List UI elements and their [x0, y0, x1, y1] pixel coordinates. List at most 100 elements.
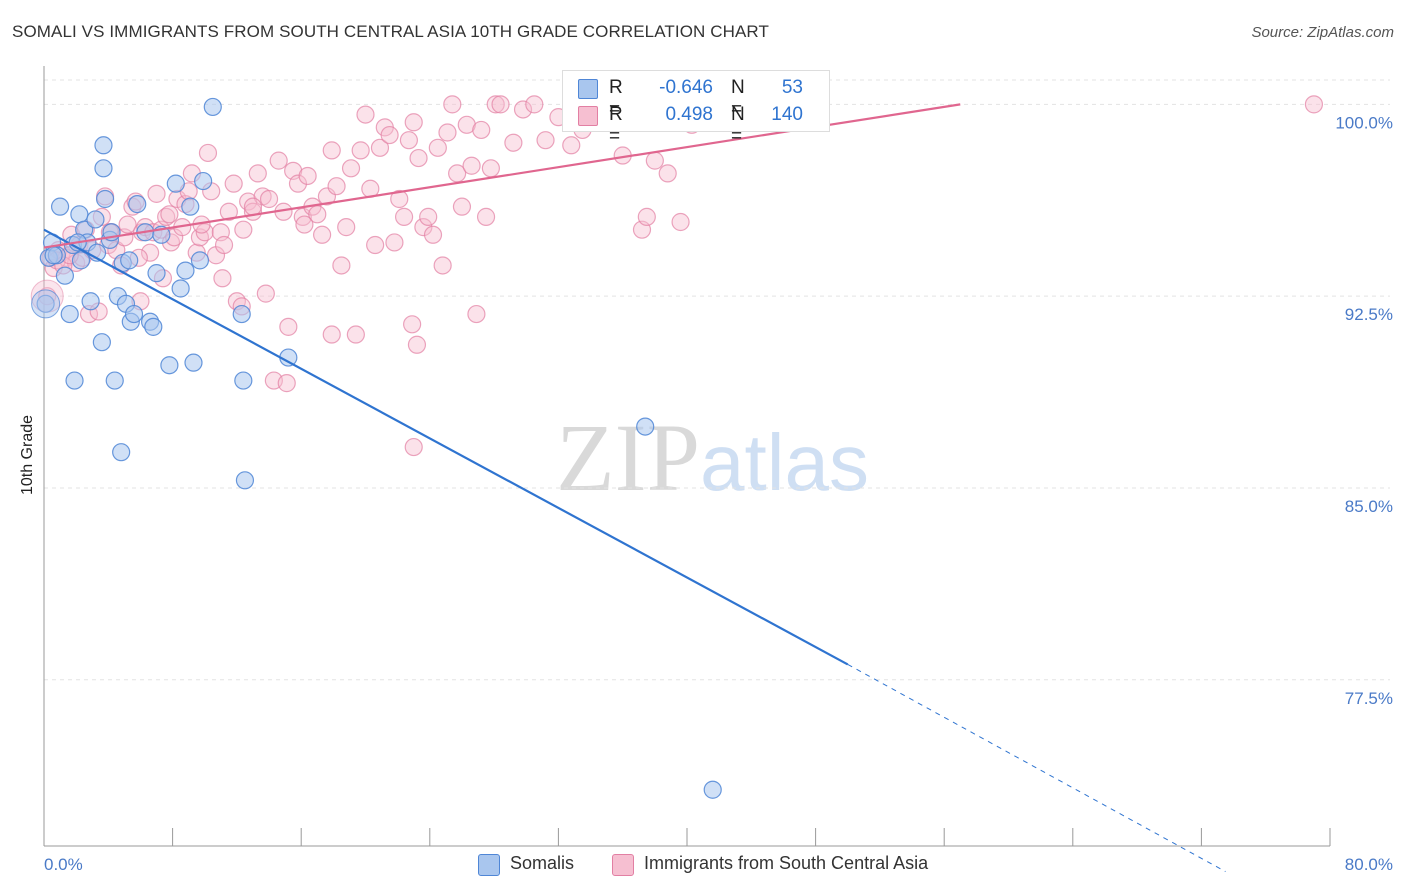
somali-point	[232, 304, 251, 324]
somali-point	[60, 304, 79, 324]
sca-point	[399, 131, 419, 150]
sca-point	[366, 235, 385, 255]
somali-r-value: -0.646	[659, 77, 713, 98]
somali-point	[105, 371, 124, 390]
legend-somali-swatch	[478, 854, 500, 876]
sca-point	[322, 325, 341, 344]
sca-n-value: 140	[771, 104, 803, 125]
sca-point	[443, 95, 462, 114]
somali-point	[95, 189, 115, 209]
sca-point	[341, 159, 361, 178]
sca-point	[140, 243, 160, 262]
sca-point	[409, 148, 428, 168]
sca-point	[219, 202, 238, 221]
sca-point	[279, 317, 298, 336]
sca-point	[1304, 95, 1324, 114]
sca-point	[351, 141, 370, 160]
sca-point	[536, 131, 555, 150]
somali-point	[703, 780, 722, 799]
sca-point	[390, 189, 409, 209]
sca-point	[467, 304, 486, 324]
sca-point	[380, 125, 399, 145]
sca-point	[414, 218, 433, 237]
sca-point	[295, 215, 314, 234]
somali-point	[128, 194, 147, 214]
somali-point	[50, 197, 70, 216]
chart-source: Source: ZipAtlas.com	[1251, 24, 1394, 41]
sca-point	[256, 284, 275, 303]
sca-point	[346, 325, 365, 344]
somali-point	[166, 174, 185, 193]
x-tick-label-max: 80.0%	[1345, 855, 1393, 874]
somali-point-large	[31, 289, 61, 319]
somali-point	[636, 417, 655, 436]
sca-point	[160, 205, 179, 224]
somali-trend-extension	[847, 663, 1226, 873]
sca-point	[658, 164, 677, 183]
somali-point	[94, 159, 113, 178]
sca-point	[157, 207, 176, 226]
watermark-zip: ZIP	[556, 404, 700, 511]
axes	[43, 66, 1331, 847]
sca-point	[214, 235, 234, 255]
sca-point	[433, 256, 452, 275]
sca-point	[312, 225, 332, 244]
sca-point	[645, 151, 664, 170]
somali-point	[120, 251, 139, 270]
sca-point	[457, 115, 476, 134]
somali-point	[44, 246, 63, 265]
sca-point	[356, 105, 375, 124]
sca-n-label: N =	[731, 104, 745, 147]
sca-point	[491, 95, 510, 114]
legend-sca-label: Immigrants from South Central Asia	[644, 853, 929, 873]
sca-point	[118, 215, 137, 234]
sca-point	[403, 315, 422, 334]
sca-point	[438, 123, 457, 142]
somali-point	[181, 197, 200, 216]
sca-point	[562, 136, 581, 155]
sca-point	[504, 133, 523, 152]
somali-point	[203, 97, 222, 117]
sca-r-label: R =	[609, 104, 623, 147]
watermark-atlas: atlas	[700, 418, 869, 507]
sca-point	[476, 207, 496, 226]
somali-point	[234, 371, 253, 390]
x-tick-label-min: 0.0%	[44, 855, 83, 874]
sca-point	[239, 192, 258, 211]
sca-point	[213, 269, 232, 288]
sca-point	[481, 159, 500, 178]
somali-point	[112, 443, 131, 462]
somali-trend-line	[43, 228, 849, 666]
sca-point	[332, 256, 351, 275]
sca-point	[248, 164, 267, 183]
sca-point	[385, 233, 404, 252]
y-tick-label: 100.0%	[1335, 113, 1393, 132]
somali-point	[86, 210, 105, 229]
sca-point	[419, 207, 438, 226]
chart-title: SOMALI VS IMMIGRANTS FROM SOUTH CENTRAL …	[12, 22, 769, 41]
somali-point	[71, 251, 91, 270]
sca-point	[513, 100, 533, 119]
legend-sca-swatch	[612, 854, 634, 876]
sca-point	[404, 113, 423, 132]
somali-r-label: R =	[609, 77, 623, 120]
somali-point	[92, 333, 111, 352]
sca-point	[269, 151, 288, 170]
somali-point	[176, 261, 195, 280]
somali-swatch	[578, 79, 598, 99]
sca-point	[423, 225, 443, 244]
sca-points	[30, 95, 1324, 457]
somali-point	[144, 317, 163, 336]
sca-point	[259, 189, 279, 209]
somali-point	[147, 264, 166, 283]
sca-point	[337, 218, 356, 237]
sca-point	[298, 166, 317, 186]
sca-point	[472, 120, 491, 140]
somali-point	[235, 471, 255, 490]
sca-swatch	[578, 106, 598, 126]
somali-point	[184, 353, 203, 372]
tick-labels: 77.5% 85.0% 92.5% 100.0% 0.0% 80.0%	[44, 113, 1393, 874]
somali-point	[55, 266, 74, 285]
sca-point	[243, 197, 263, 216]
